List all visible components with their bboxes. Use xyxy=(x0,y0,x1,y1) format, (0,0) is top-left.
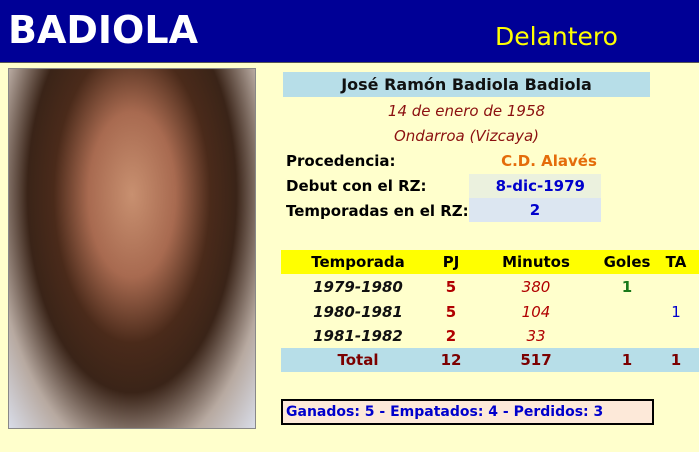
total-goles: 1 xyxy=(621,351,633,369)
col-temporada: Temporada xyxy=(311,253,405,271)
player-photo xyxy=(8,68,256,429)
row-pj: 5 xyxy=(445,302,457,321)
temporadas-label: Temporadas en el RZ: xyxy=(286,202,469,220)
col-goles: Goles xyxy=(603,253,651,271)
total-minutos: 517 xyxy=(520,351,552,369)
total-label: Total xyxy=(337,351,379,369)
debut-label: Debut con el RZ: xyxy=(286,177,427,195)
stats-header-row: Temporada PJ Minutos Goles TA xyxy=(281,250,699,274)
row-ta xyxy=(659,275,693,299)
row-temporada: 1980-1981 xyxy=(313,302,403,321)
col-pj: PJ xyxy=(442,253,460,271)
birth-date: 14 de enero de 1958 xyxy=(387,102,546,120)
birth-place: Ondarroa (Vizcaya) xyxy=(393,127,539,145)
procedencia-label: Procedencia: xyxy=(286,152,396,170)
debut-text: 8-dic-1979 xyxy=(495,177,585,195)
stats-total-row: Total 12 517 1 1 xyxy=(281,348,699,372)
stats-row: 1981-1982 2 33 xyxy=(281,324,699,348)
total-ta: 1 xyxy=(670,351,682,369)
row-pj: 2 xyxy=(445,327,457,345)
stats-row: 1979-1980 5 380 1 xyxy=(281,275,699,299)
stats-row: 1980-1981 5 104 1 xyxy=(281,300,699,324)
row-minutos: 380 xyxy=(521,278,551,296)
debut-value: 8-dic-1979 xyxy=(469,174,601,198)
col-ta: TA xyxy=(665,253,687,271)
row-goles: 1 xyxy=(621,278,633,296)
row-minutos: 33 xyxy=(526,327,546,345)
row-goles xyxy=(601,324,653,348)
player-position: Delantero xyxy=(495,22,618,51)
row-ta: 1 xyxy=(671,302,681,321)
row-minutos: 104 xyxy=(521,302,551,321)
header-bar xyxy=(0,0,699,63)
temporadas-value: 2 xyxy=(469,198,601,222)
row-temporada: 1981-1982 xyxy=(313,327,403,345)
total-pj: 12 xyxy=(440,351,462,369)
procedencia-value: C.D. Alavés xyxy=(501,152,597,170)
match-record: Ganados: 5 - Empatados: 4 - Perdidos: 3 xyxy=(281,399,654,425)
row-ta xyxy=(659,324,693,348)
col-minutos: Minutos xyxy=(502,253,570,271)
player-name-title: BADIOLA xyxy=(8,8,198,52)
row-goles xyxy=(601,300,653,324)
row-temporada: 1979-1980 xyxy=(313,278,403,296)
row-pj: 5 xyxy=(445,278,457,296)
full-name: José Ramón Badiola Badiola xyxy=(283,72,650,97)
